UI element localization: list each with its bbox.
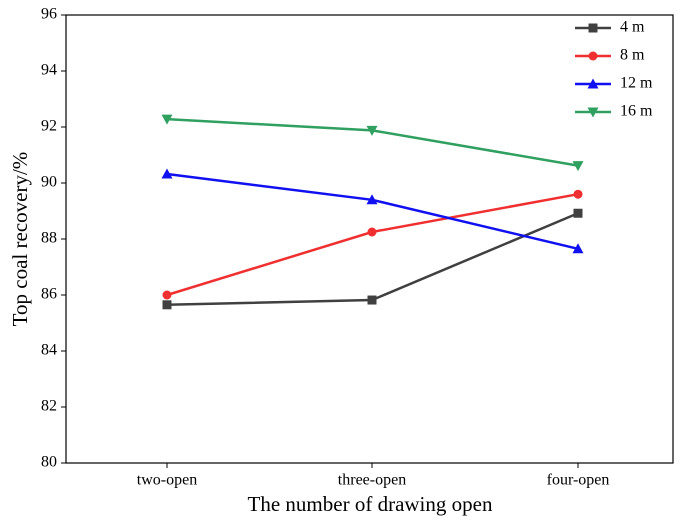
marker (367, 295, 377, 305)
y-tick-label: 84 (41, 342, 57, 359)
y-tick-label: 92 (41, 118, 57, 135)
marker (572, 161, 584, 172)
legend-label: 16 m (620, 103, 653, 120)
y-tick-label: 82 (41, 398, 57, 415)
marker (587, 107, 599, 118)
x-tick-label: two-open (137, 472, 197, 489)
marker (366, 125, 378, 136)
y-axis-label: Top coal recovery/% (8, 152, 32, 327)
marker (366, 194, 378, 205)
marker (162, 290, 172, 300)
marker (588, 23, 598, 33)
marker (573, 208, 583, 218)
marker (162, 300, 172, 310)
series-line (166, 192, 579, 297)
series-line (166, 212, 579, 307)
y-tick-label: 86 (41, 286, 57, 303)
marker (161, 168, 173, 179)
y-tick-label: 88 (41, 230, 57, 247)
y-tick-label: 94 (41, 62, 57, 79)
legend-label: 8 m (620, 47, 645, 64)
marker (161, 114, 173, 125)
y-tick-label: 90 (41, 174, 57, 191)
y-tick-label: 80 (41, 454, 57, 471)
legend-label: 12 m (620, 75, 653, 92)
x-tick-label: four-open (547, 472, 610, 489)
marker (588, 51, 598, 61)
marker (367, 227, 377, 237)
plot-frame (65, 14, 674, 464)
x-axis-label: The number of drawing open (248, 492, 493, 516)
y-tick-label: 96 (41, 6, 57, 23)
marker (587, 78, 599, 89)
marker (572, 243, 584, 254)
x-tick-label: three-open (338, 472, 406, 489)
marker (573, 189, 583, 199)
series-line (166, 172, 579, 251)
legend-label: 4 m (620, 19, 645, 36)
